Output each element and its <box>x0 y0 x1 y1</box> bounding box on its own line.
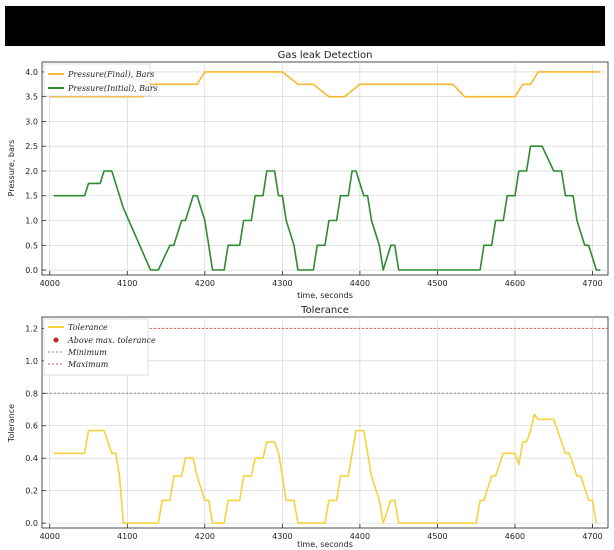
x-tick-label-0: 4000 <box>40 279 60 288</box>
x-tick-label-3: 4300 <box>272 279 292 288</box>
ticks-2: 4000 4100 4200 4300 4400 4500 4600 4700 0.0 0.2 0.… <box>25 324 602 541</box>
legend-label-minimum: Minimum <box>67 348 107 357</box>
series-layer-2 <box>53 413 598 524</box>
x-tick-label-5: 4500 <box>427 279 447 288</box>
chart-title-1: Gas leak Detection <box>278 50 373 61</box>
x-tick-label-7: 4700 <box>582 532 602 541</box>
y-axis-label-2: Tolerance <box>7 404 16 443</box>
x-tick-label-2: 4200 <box>195 279 215 288</box>
y-tick-label-0: 0.0 <box>25 519 38 528</box>
x-tick-label-6: 4600 <box>505 279 525 288</box>
legend-label-maximum: Maximum <box>67 360 109 369</box>
legend-label-initial: Pressure(Initial), Bars <box>67 84 158 93</box>
y-tick-label-4: 2.0 <box>25 167 38 176</box>
x-axis-label-1: time, seconds <box>297 291 353 300</box>
y-axis-label-1: Pressure, bars <box>7 140 16 197</box>
legend-2: Tolerance Above max. tolerance Minimum M… <box>43 318 156 376</box>
x-tick-label-4: 4400 <box>350 532 370 541</box>
y-tick-label-6: 3.0 <box>25 117 38 126</box>
legend-label-final: Pressure(Final), Bars <box>67 70 154 79</box>
y-tick-label-0: 0.0 <box>25 266 38 275</box>
y-tick-label-3: 1.5 <box>25 192 38 201</box>
y-tick-label-4: 0.8 <box>25 389 38 398</box>
legend-box-1 <box>43 63 151 97</box>
x-tick-label-0: 4000 <box>40 532 60 541</box>
title-bar-redacted <box>5 6 605 46</box>
grid-1 <box>42 62 608 275</box>
x-tick-label-2: 4200 <box>195 532 215 541</box>
legend-label-tolerance: Tolerance <box>68 323 108 332</box>
legend-swatch-above-max <box>53 337 59 343</box>
chart-title-2: Tolerance <box>300 305 349 316</box>
x-tick-label-5: 4500 <box>427 532 447 541</box>
x-tick-label-1: 4100 <box>117 532 137 541</box>
chart-tolerance: 4000 4100 4200 4300 4400 4500 4600 4700 0.0 0.2 0.… <box>7 305 609 549</box>
y-tick-label-3: 0.6 <box>25 422 38 431</box>
y-tick-label-7: 3.5 <box>25 93 38 102</box>
x-tick-label-1: 4100 <box>117 279 137 288</box>
x-tick-label-6: 4600 <box>505 532 525 541</box>
series-layer-1 <box>49 71 601 271</box>
y-tick-label-5: 1.0 <box>25 357 38 366</box>
series-line-pressure-initial-bars <box>53 145 601 271</box>
x-tick-label-3: 4300 <box>272 532 292 541</box>
series-line-pressure-final-bars <box>49 71 601 98</box>
ticks-1: 4000 4100 4200 4300 4400 4500 4600 4700 0.0 0.5 1.… <box>25 68 602 288</box>
x-axis-label-2: time, seconds <box>297 540 353 549</box>
y-tick-label-8: 4.0 <box>25 68 38 77</box>
x-tick-label-4: 4400 <box>350 279 370 288</box>
y-tick-label-6: 1.2 <box>25 324 38 333</box>
x-tick-label-7: 4700 <box>582 279 602 288</box>
y-tick-label-2: 1.0 <box>25 217 38 226</box>
legend-box-2 <box>43 318 149 376</box>
y-tick-label-1: 0.5 <box>25 241 38 250</box>
y-tick-label-5: 2.5 <box>25 142 38 151</box>
series-line-tolerance <box>53 413 598 524</box>
legend-1: Pressure(Final), Bars Pressure(Initial),… <box>43 63 158 97</box>
legend-label-above-max: Above max. tolerance <box>67 336 156 345</box>
chart-gas-leak: 4000 4100 4200 4300 4400 4500 4600 4700 0.0 0.5 1.… <box>7 50 609 300</box>
y-tick-label-2: 0.4 <box>25 454 38 463</box>
y-tick-label-1: 0.2 <box>25 487 38 496</box>
